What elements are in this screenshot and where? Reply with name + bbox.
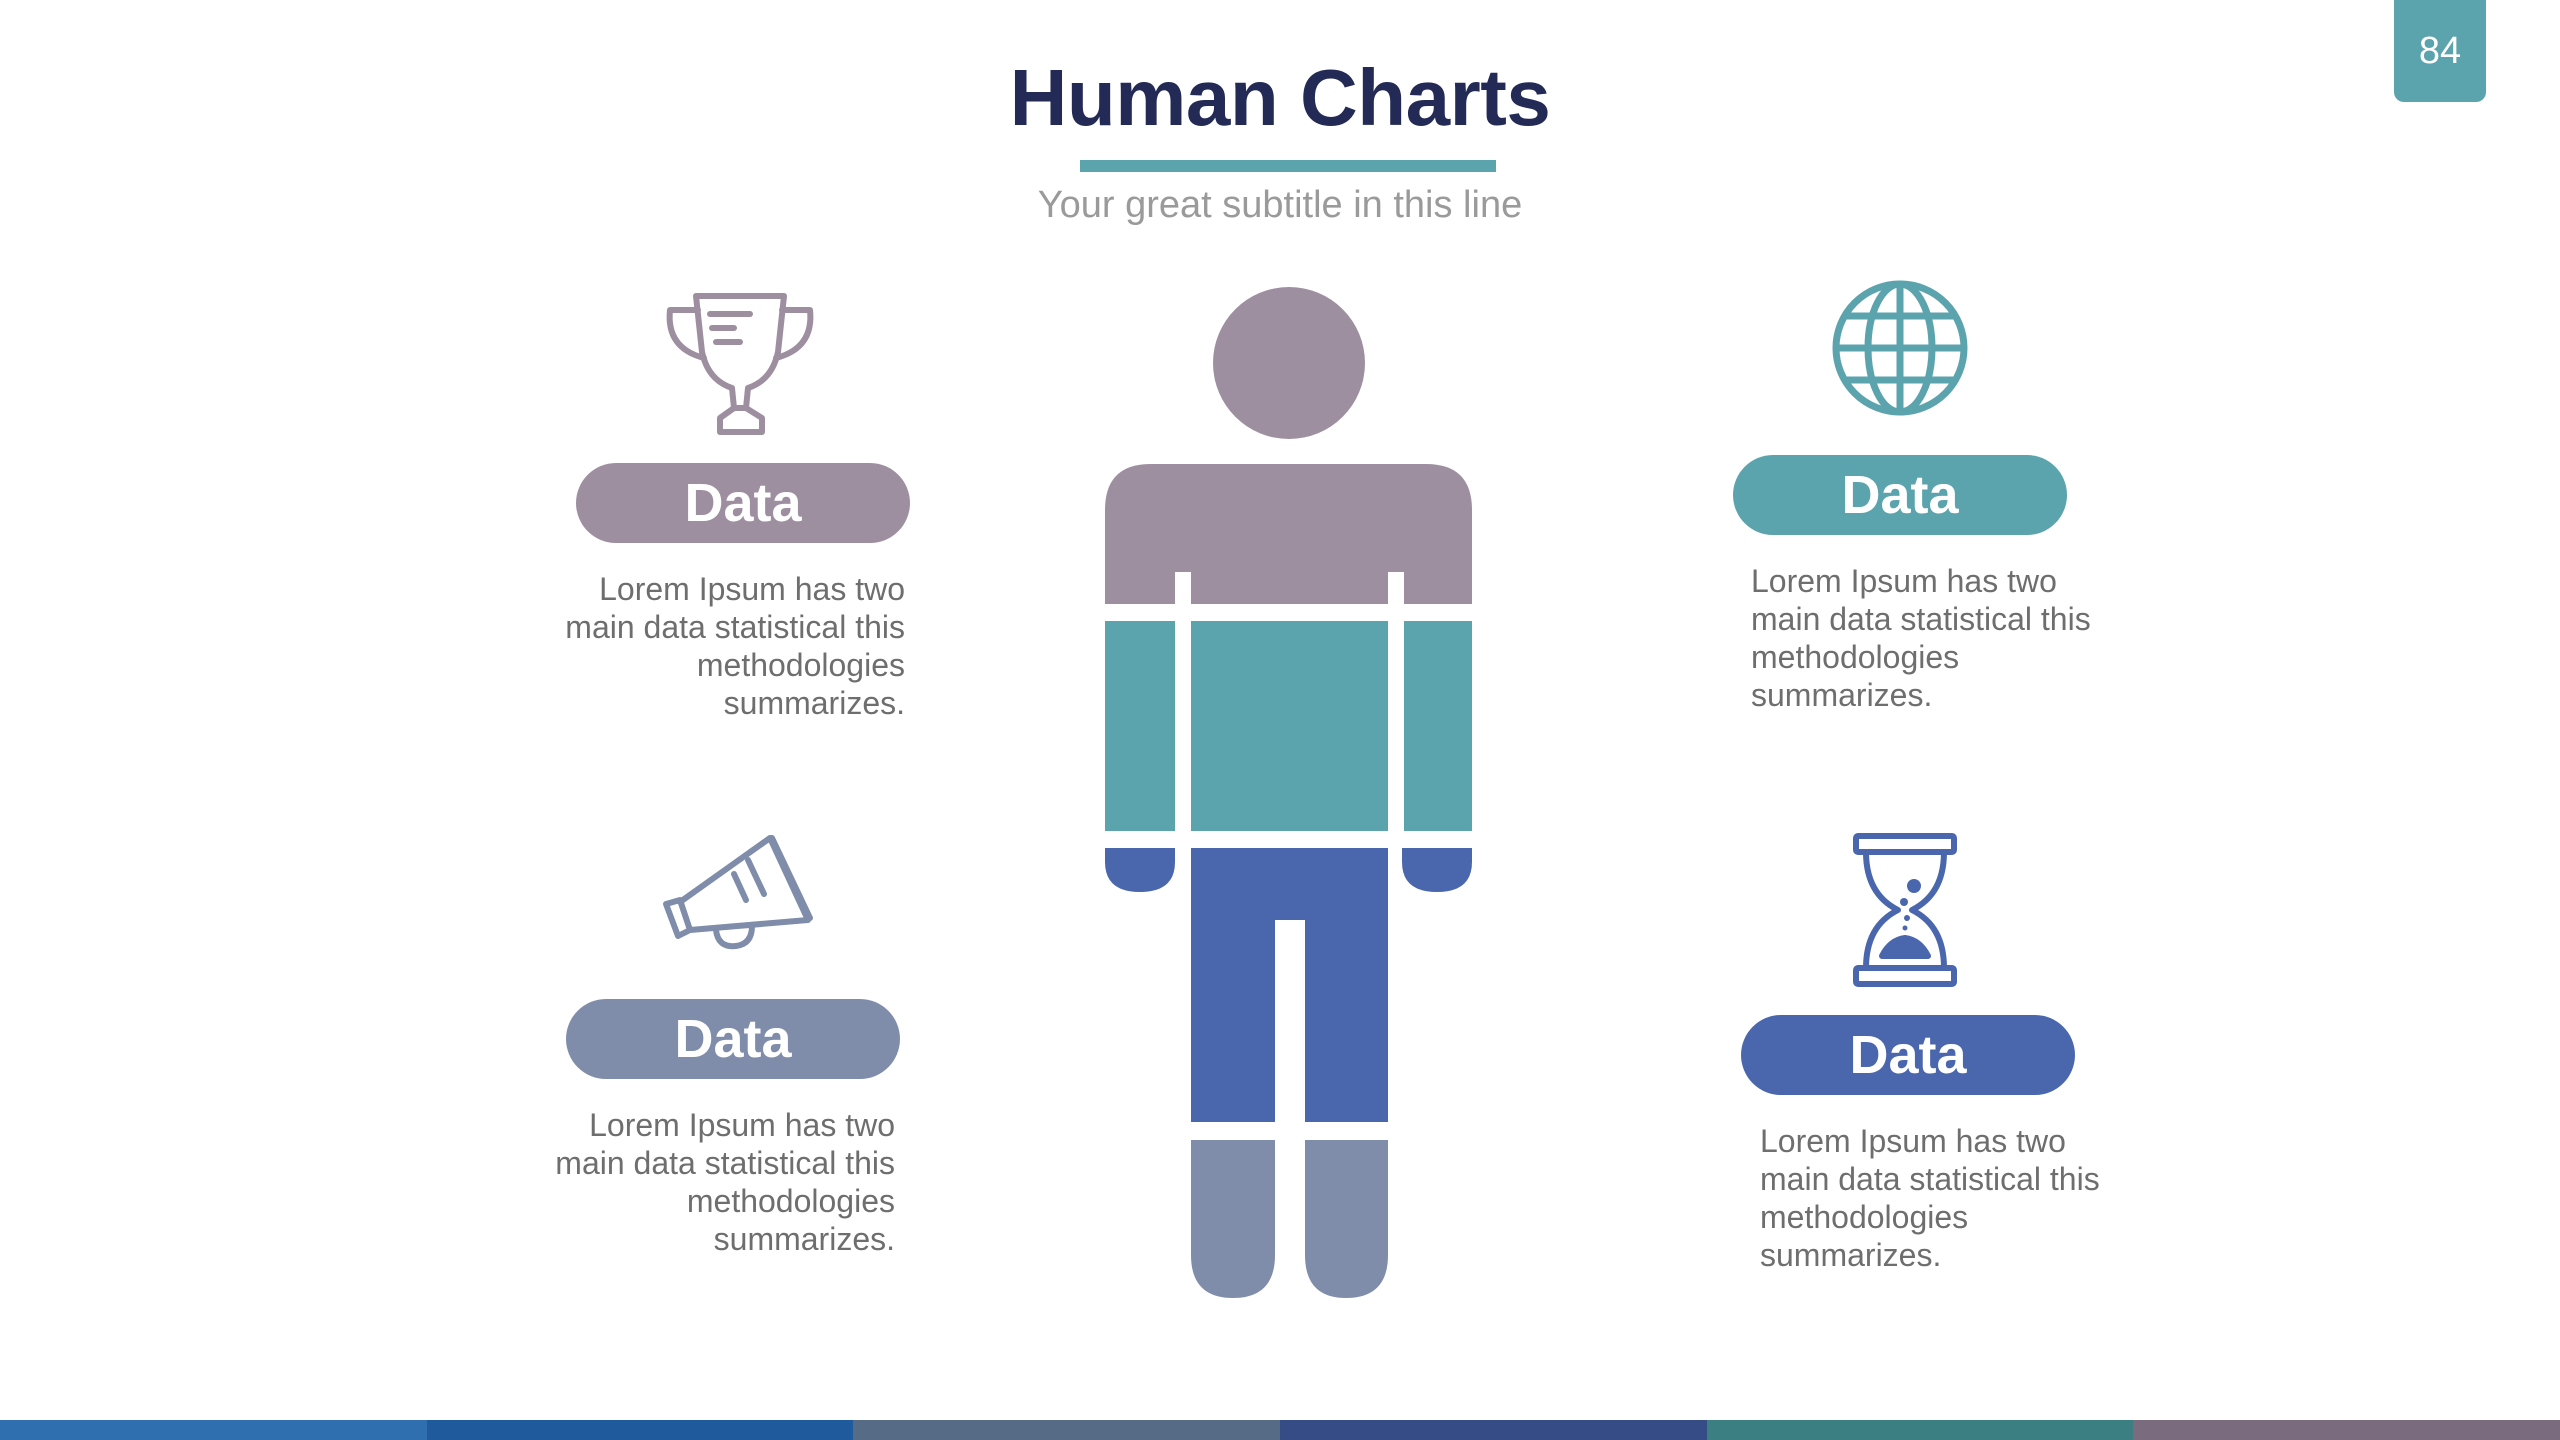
human-figure	[1105, 287, 1472, 1298]
page-subtitle: Your great subtitle in this line	[1037, 184, 1523, 226]
figure-torso	[1191, 621, 1388, 831]
bottom-bar-segment	[0, 1420, 427, 1440]
bottom-bar-segment	[853, 1420, 1281, 1440]
figure-left-hand	[1105, 848, 1175, 892]
bottom-bar-segment	[1706, 1420, 2134, 1440]
figure-right-lower-leg	[1305, 1140, 1388, 1298]
title-underline	[1080, 160, 1496, 172]
data-pill-top-right: Data	[1733, 455, 2067, 535]
bottom-bar-segment	[1280, 1420, 1707, 1440]
figure-left-arm	[1105, 621, 1175, 831]
data-pill-top-left: Data	[576, 463, 910, 543]
description-bottom-left: Lorem Ipsum has two main data statistica…	[555, 1107, 895, 1257]
description-bottom-right: Lorem Ipsum has two main data statistica…	[1760, 1123, 2100, 1273]
bottom-bar-segment	[426, 1420, 854, 1440]
figure-shoulders	[1105, 464, 1472, 604]
globe-icon	[1832, 280, 1968, 416]
bottom-bar-segment	[2133, 1420, 2560, 1440]
data-pill-bottom-right: Data	[1741, 1015, 2075, 1095]
bottom-color-bar	[0, 1420, 2560, 1440]
figure-right-hand	[1402, 848, 1472, 892]
hourglass-icon	[1853, 833, 1957, 987]
page-number: 84	[2394, 0, 2486, 102]
figure-head	[1213, 287, 1365, 439]
figure-right-arm	[1402, 621, 1472, 831]
megaphone-icon	[663, 835, 813, 950]
figure-hips	[1191, 848, 1388, 1122]
description-top-left: Lorem Ipsum has two main data statistica…	[565, 571, 905, 721]
page-title: Human Charts	[1009, 53, 1551, 142]
figure-left-lower-leg	[1191, 1140, 1275, 1298]
data-pill-bottom-left: Data	[566, 999, 900, 1079]
trophy-icon	[666, 293, 814, 435]
description-top-right: Lorem Ipsum has two main data statistica…	[1751, 563, 2091, 713]
